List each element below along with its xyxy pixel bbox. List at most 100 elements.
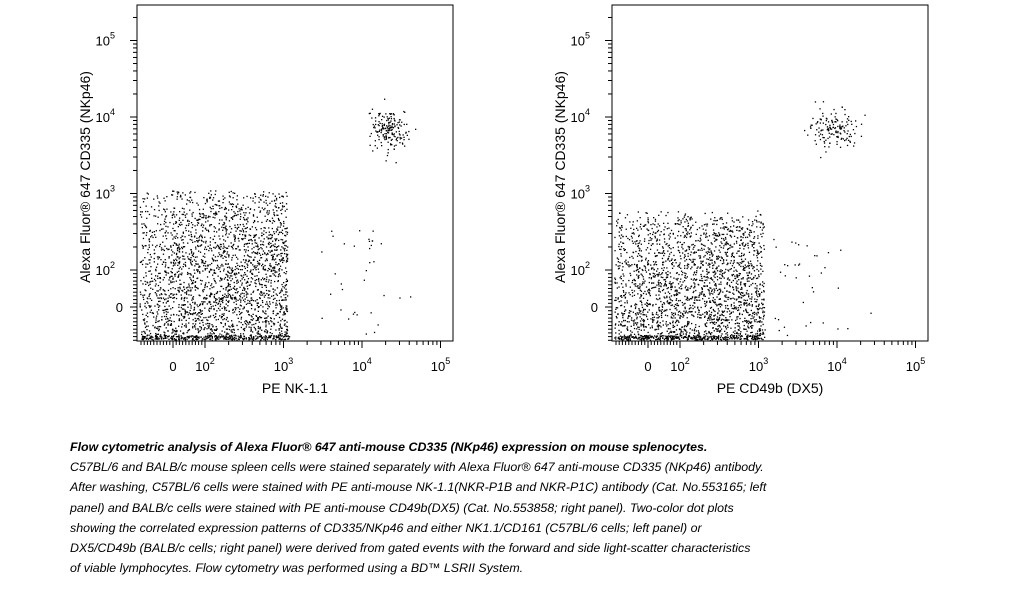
event-dot [723,239,725,241]
event-dot [753,231,755,233]
event-dot [213,279,216,282]
event-dot [415,128,417,130]
event-dot [405,132,407,134]
event-dot [200,328,203,330]
event-dot [228,233,230,235]
event-dot [670,299,672,301]
event-dot [159,294,161,296]
event-dot [729,262,732,264]
event-dot [380,131,382,134]
event-dot [681,284,683,286]
event-dot [279,260,282,262]
event-dot [725,238,727,240]
event-dot [175,253,178,256]
event-dot [715,285,717,287]
event-dot [272,257,274,259]
event-dot [194,312,197,314]
event-dot [691,310,693,313]
event-dot [394,125,396,127]
event-dot [202,324,204,326]
event-dot [725,317,727,319]
event-dot [263,201,265,203]
event-dot [281,335,283,337]
event-dot [189,238,191,241]
event-dot [191,339,194,341]
event-dot [717,304,719,306]
event-dot [722,227,724,229]
event-dot [281,308,283,310]
event-dot [260,247,262,249]
event-dot [262,306,264,308]
event-dot [666,330,668,332]
event-dot [155,317,157,319]
event-dot [254,236,256,238]
event-dot [228,310,230,312]
event-dot [237,224,239,226]
event-dot [639,316,641,318]
event-dot [274,258,277,260]
event-dot [637,331,639,333]
event-dot [638,328,640,331]
event-dot [286,321,288,323]
event-dot [266,317,268,319]
event-dot [199,326,201,328]
event-dot [700,243,703,245]
event-dot [628,310,631,312]
event-dot [188,329,190,331]
event-dot [246,292,248,294]
event-dot [248,234,250,236]
event-dot [208,249,210,252]
event-dot [387,127,389,130]
event-dot [272,301,274,304]
event-dot [277,321,279,323]
event-dot [269,301,271,303]
event-dot [165,318,167,320]
event-dot [749,240,751,242]
event-dot [227,320,229,322]
event-dot [227,295,229,297]
event-dot [260,339,262,341]
event-dot [726,304,729,307]
event-dot [276,300,278,302]
event-dot [690,259,692,261]
event-dot [221,307,223,309]
event-dot [254,308,256,310]
event-dot [706,311,708,314]
event-dot [245,291,247,293]
event-dot [665,214,667,217]
event-dot [636,240,638,242]
event-dot [250,334,252,336]
event-dot [629,330,632,332]
event-dot [214,301,216,303]
event-dot [634,304,636,306]
event-dot [235,307,237,309]
event-dot [228,272,231,274]
event-dot [172,328,174,330]
event-dot [213,226,215,228]
event-dot [164,271,166,273]
event-dot [155,335,157,337]
event-dot [709,301,712,303]
event-dot [260,244,262,246]
event-dot [159,277,161,279]
event-dot [622,317,624,319]
event-dot [275,197,278,199]
event-dot [153,278,156,280]
event-dot [640,313,642,315]
event-dot [752,223,754,225]
event-dot [246,270,249,272]
event-dot [643,308,645,310]
event-dot [182,258,184,260]
event-dot [659,297,661,299]
event-dot [239,265,241,267]
event-dot [221,334,223,336]
event-dot [684,295,686,298]
event-dot [255,335,257,337]
event-dot [252,251,255,253]
event-dot [256,289,259,291]
event-dot [753,254,755,256]
event-dot [173,338,175,340]
event-dot [182,332,184,334]
event-dot [249,302,251,304]
